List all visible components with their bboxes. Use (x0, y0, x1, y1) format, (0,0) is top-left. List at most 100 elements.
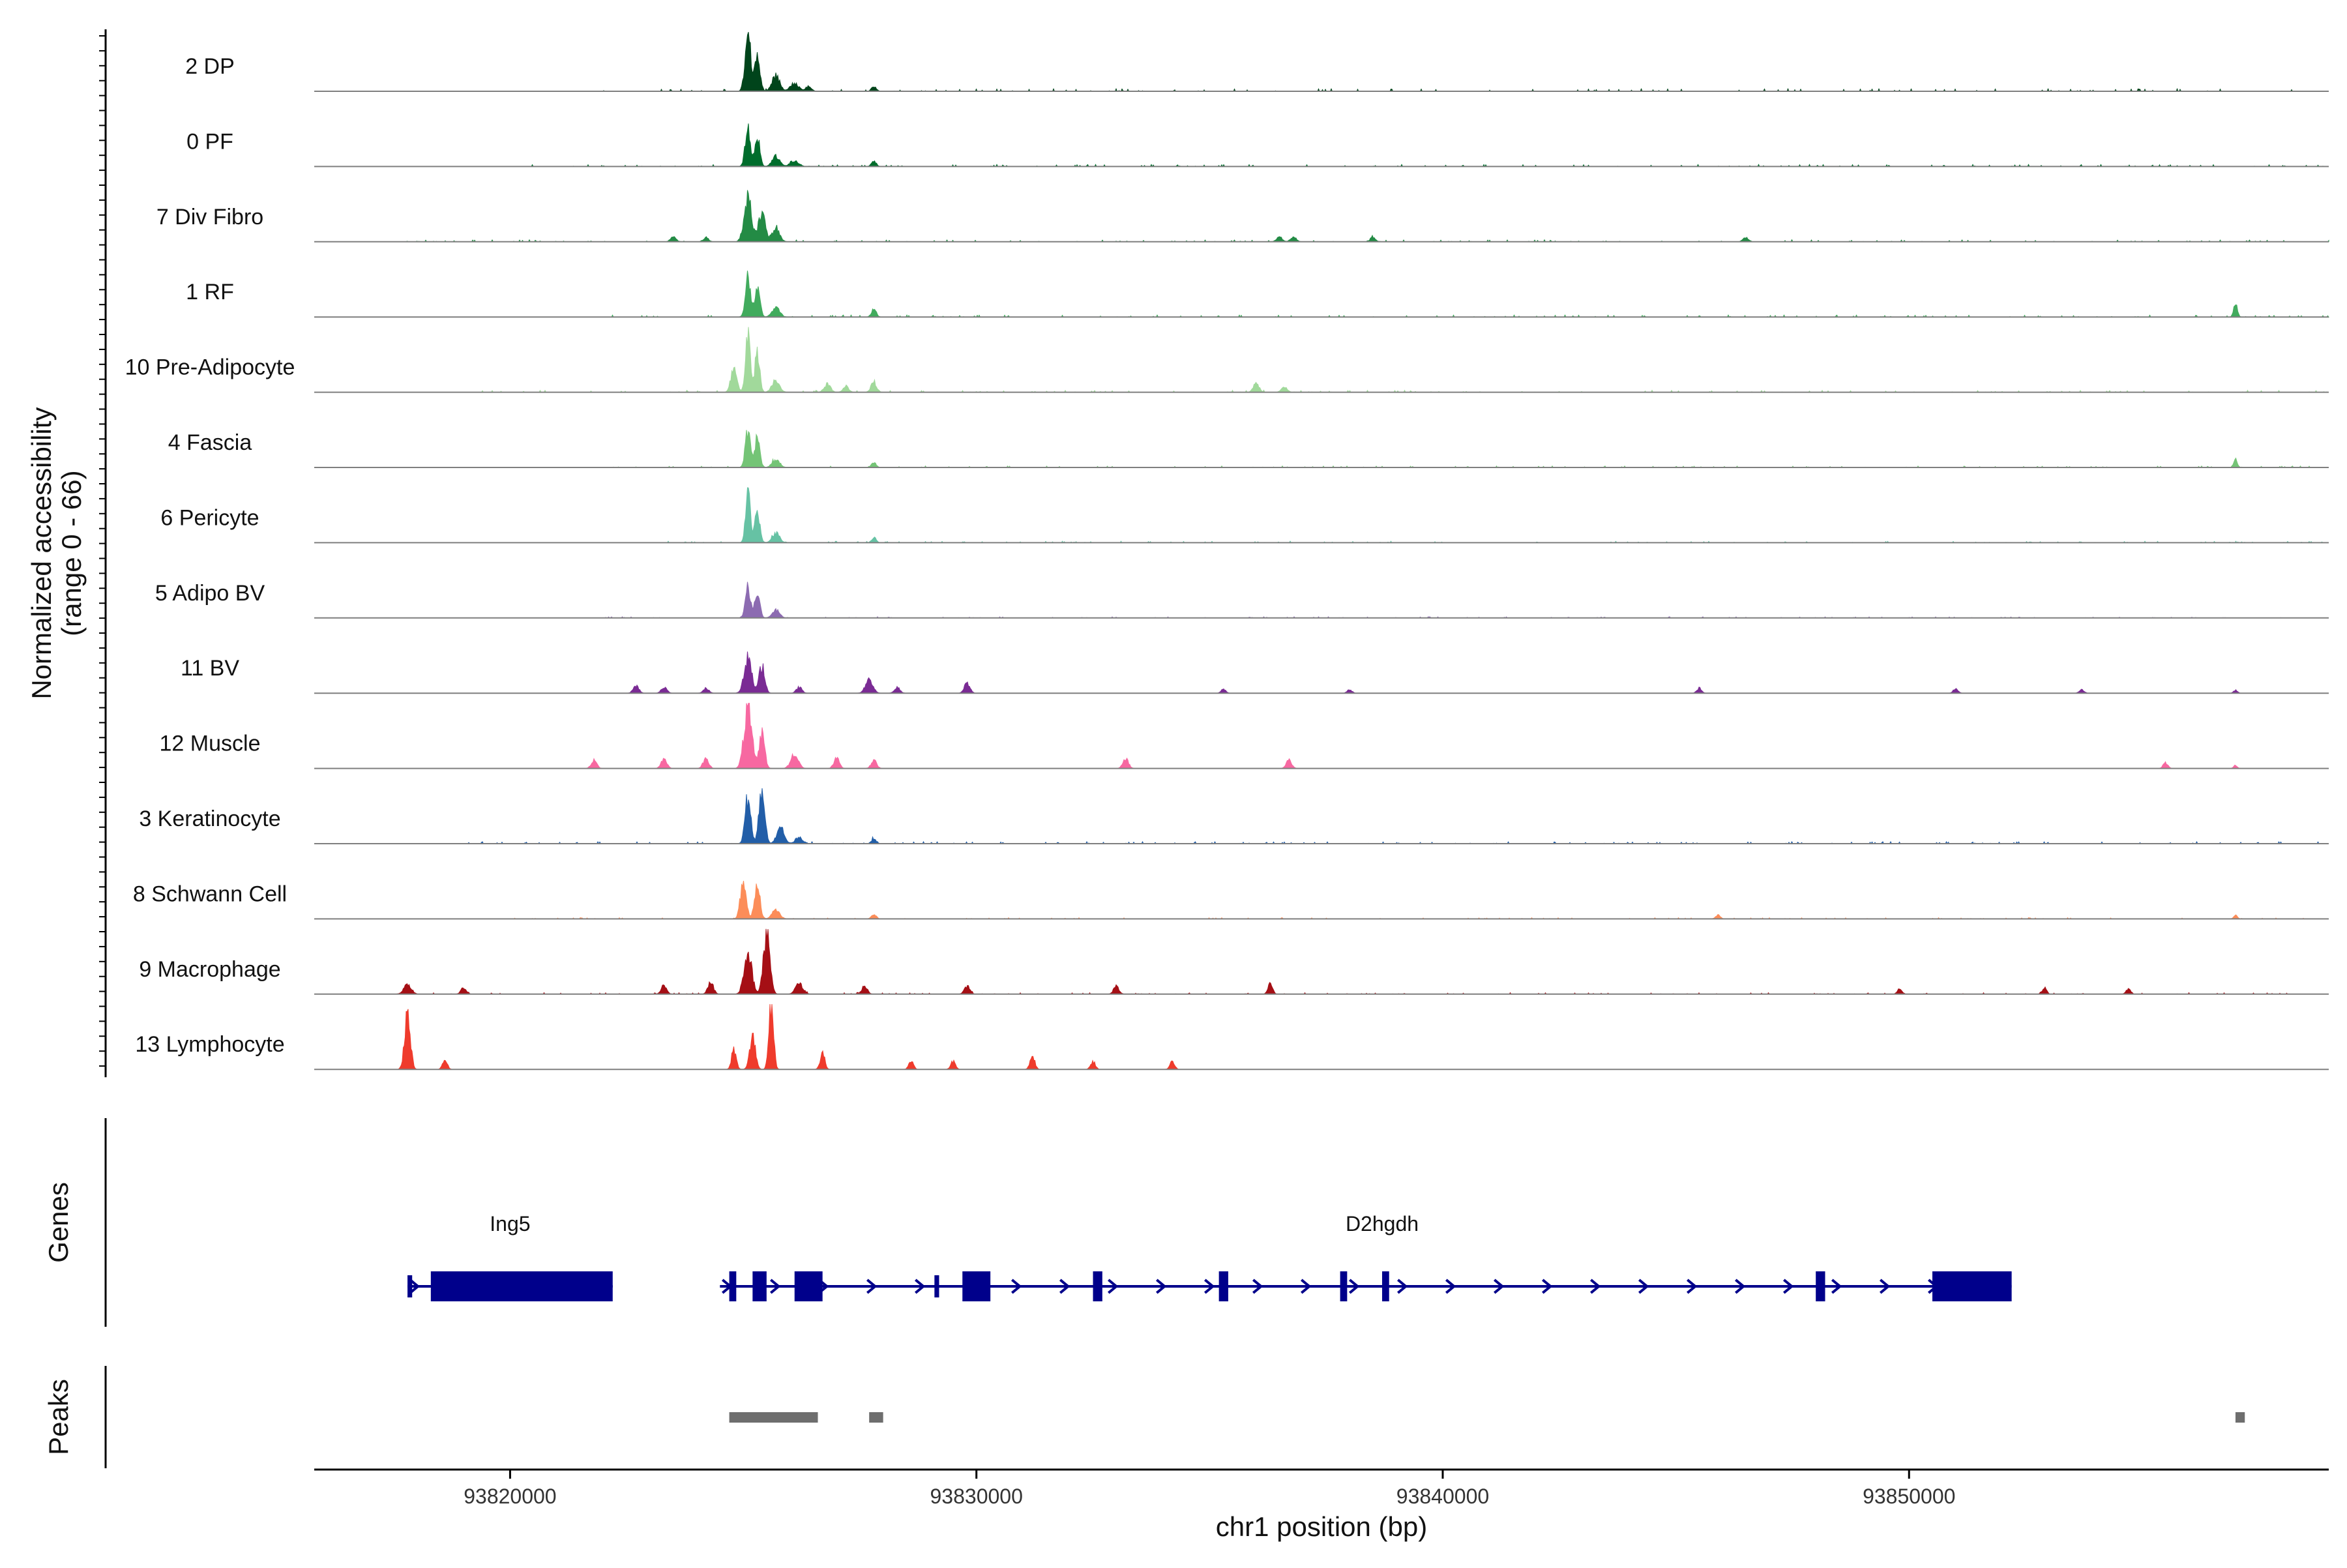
peaks-track-label: Peaks (43, 1379, 74, 1455)
x-tick-label: 93830000 (930, 1485, 1023, 1508)
track-8: 5 Adipo BV (155, 581, 2329, 619)
strand-arrow-icon (1204, 1279, 1215, 1294)
gene-exon (1816, 1271, 1825, 1301)
gene-exon (794, 1271, 823, 1301)
peaks-track: Peaks (43, 1366, 2245, 1468)
gene-track: Genes Ing5 D2hgdh (43, 1118, 2012, 1327)
track-label: 5 Adipo BV (155, 581, 265, 606)
coverage-area (314, 1004, 2329, 1070)
x-axis-title: chr1 position (bp) (1216, 1511, 1428, 1542)
strand-arrow-icon (1735, 1279, 1746, 1294)
coverage-area (314, 271, 2330, 318)
x-tick-label: 93850000 (1863, 1485, 1955, 1508)
gene-exon (1093, 1271, 1102, 1301)
track-9: 11 BV (181, 651, 2329, 694)
gene-exon (962, 1271, 991, 1301)
gene-d2hgdh: D2hgdh (720, 1212, 2012, 1301)
strand-arrow-icon (1687, 1279, 1698, 1294)
strand-arrow-icon (1590, 1279, 1601, 1294)
track-label: 1 RF (186, 280, 234, 304)
gene-exon (1218, 1271, 1228, 1301)
track-label: 2 DP (185, 54, 235, 79)
x-tick-label: 93840000 (1396, 1485, 1489, 1508)
coverage-area (314, 881, 2329, 920)
gene-name-label: D2hgdh (1346, 1212, 1419, 1235)
y-axis-range: (range 0 - 66) (56, 470, 87, 636)
coverage-area (314, 327, 2329, 393)
track-label: 9 Macrophage (139, 957, 280, 982)
strand-arrow-icon (1349, 1279, 1360, 1294)
strand-arrow-icon (1397, 1279, 1408, 1294)
genes-track-label: Genes (43, 1182, 74, 1263)
track-label: 6 Pericyte (160, 505, 259, 530)
gene-exon (1340, 1271, 1348, 1301)
gene-exon (729, 1271, 737, 1301)
gene-exon (934, 1275, 939, 1297)
strand-arrow-icon (770, 1279, 781, 1294)
x-axis: chr1 position (bp) 93820000 93830000 93840… (314, 1468, 2329, 1542)
gene-ing5: Ing5 (407, 1212, 613, 1301)
track-label: 0 PF (186, 129, 233, 154)
strand-arrow-icon (1638, 1279, 1649, 1294)
track-2: 0 PF (186, 123, 2329, 168)
coverage-area (314, 651, 2329, 694)
track-label: 12 Muscle (160, 732, 261, 756)
track-label: 8 Schwann Cell (133, 881, 287, 906)
gene-exon (752, 1271, 767, 1301)
gene-exon (1932, 1271, 2012, 1301)
peak-region (2235, 1412, 2245, 1423)
coverage-area (314, 788, 2329, 845)
strand-arrow-icon (1494, 1279, 1505, 1294)
strand-arrow-icon (1301, 1279, 1312, 1294)
y-axis-title: Normalized accessibility (26, 407, 57, 700)
strand-arrow-icon (1831, 1279, 1842, 1294)
track-14: 13 Lymphocyte (135, 1004, 2329, 1071)
coverage-area (314, 928, 2329, 995)
gene-exon (407, 1275, 413, 1297)
peak-region (869, 1412, 883, 1423)
strand-arrow-icon (1252, 1279, 1263, 1294)
gene-exon (430, 1271, 613, 1301)
strand-arrow-icon (915, 1279, 926, 1294)
coverage-tracks: 2 DP 0 PF 7 Div Fibro 1 RF 10 Pre-Adipocyte 4… (125, 32, 2330, 1071)
track-label: 7 Div Fibro (156, 205, 263, 229)
strand-arrow-icon (409, 1279, 421, 1294)
track-13: 9 Macrophage (139, 928, 2329, 995)
strand-arrow-icon (1011, 1279, 1022, 1294)
track-6: 4 Fascia (168, 430, 2329, 468)
y-axis: Normalized accessibility (range 0 - 66) (26, 29, 107, 1078)
strand-arrow-icon (1880, 1279, 1891, 1294)
track-12: 8 Schwann Cell (133, 881, 2329, 920)
strand-arrow-icon (1542, 1279, 1553, 1294)
track-label: 10 Pre-Adipocyte (125, 355, 295, 380)
peak-region (729, 1412, 818, 1423)
track-4: 1 RF (186, 271, 2330, 318)
track-7: 6 Pericyte (160, 487, 2329, 544)
x-tick-label: 93820000 (464, 1485, 556, 1508)
track-3: 7 Div Fibro (156, 190, 2329, 243)
track-label: 13 Lymphocyte (135, 1032, 284, 1057)
strand-arrow-icon (1108, 1279, 1119, 1294)
track-label: 3 Keratinocyte (139, 806, 280, 831)
strand-arrow-icon (1445, 1279, 1456, 1294)
gene-exon (1381, 1271, 1389, 1301)
coverage-area (314, 32, 2329, 92)
coverage-area (314, 430, 2329, 468)
track-label: 4 Fascia (168, 430, 252, 455)
track-11: 3 Keratinocyte (139, 788, 2329, 845)
strand-arrow-icon (866, 1279, 878, 1294)
coverage-area (314, 190, 2329, 243)
track-label: 11 BV (181, 656, 239, 681)
coverage-area (314, 582, 2329, 619)
strand-arrow-icon (1156, 1279, 1167, 1294)
track-5: 10 Pre-Adipocyte (125, 327, 2329, 393)
strand-arrow-icon (1059, 1279, 1070, 1294)
gene-name-label: Ing5 (490, 1212, 530, 1235)
track-10: 12 Muscle (160, 703, 2329, 769)
coverage-area (314, 123, 2329, 168)
coverage-area (314, 487, 2329, 544)
strand-arrow-icon (1783, 1279, 1794, 1294)
track-1: 2 DP (185, 32, 2329, 92)
